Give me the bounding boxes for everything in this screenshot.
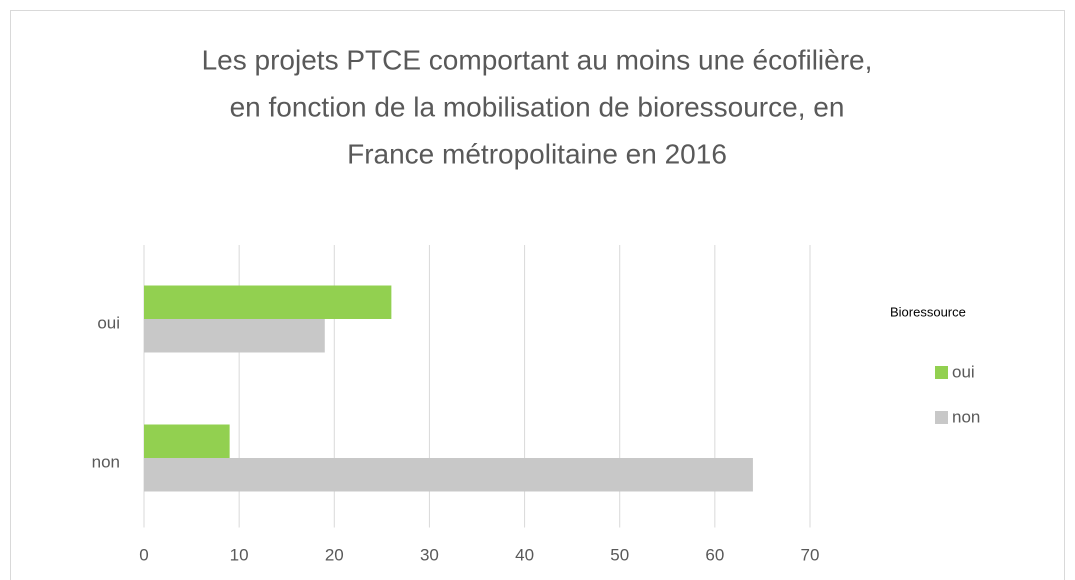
legend-label: oui	[952, 362, 975, 381]
x-tick-label: 60	[705, 545, 724, 564]
legend-title: Bioressource	[890, 304, 966, 319]
x-tick-label: 70	[801, 545, 820, 564]
x-tick-label: 20	[325, 545, 344, 564]
chart-title: en fonction de la mobilisation de biores…	[230, 91, 845, 122]
chart-title: Les projets PTCE comportant au moins une…	[202, 44, 873, 75]
chart-title: France métropolitaine en 2016	[347, 138, 727, 169]
bar	[144, 424, 230, 458]
x-tick-label: 50	[610, 545, 629, 564]
bar	[144, 458, 753, 492]
x-tick-label: 0	[139, 545, 148, 564]
x-tick-label: 30	[420, 545, 439, 564]
legend-swatch	[935, 366, 948, 379]
legend-label: non	[952, 407, 980, 426]
legend-swatch	[935, 411, 948, 424]
x-tick-label: 10	[230, 545, 249, 564]
y-tick-label: oui	[97, 313, 120, 332]
bar	[144, 285, 392, 319]
x-tick-label: 40	[515, 545, 534, 564]
bar	[144, 319, 325, 353]
y-tick-label: non	[92, 452, 120, 471]
